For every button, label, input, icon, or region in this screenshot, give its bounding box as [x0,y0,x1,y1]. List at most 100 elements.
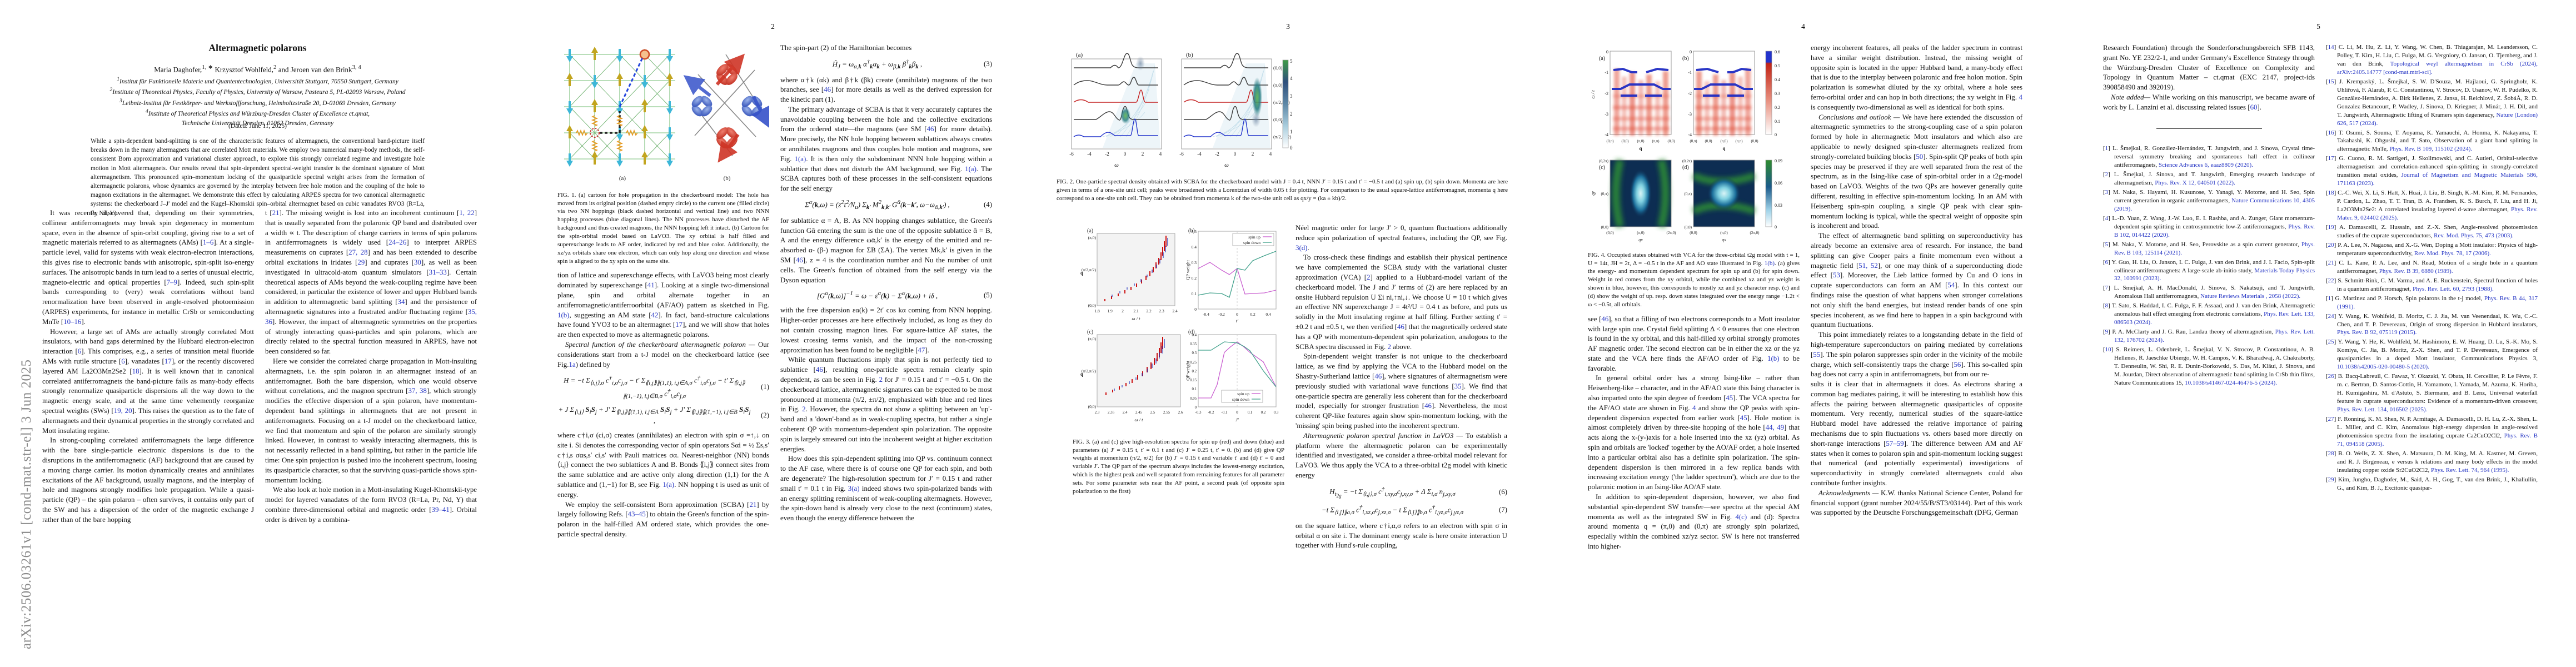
reference-link[interactable]: Topological weyl altermagnetism in CrSb … [2337,60,2538,76]
reference-link[interactable]: Phys. Rev. Lett. 133, 086503 (2024). [2114,311,2315,326]
reference-link[interactable]: Phys. Rev. B 109, 115102 (2024). [2389,146,2473,153]
figure-ref[interactable]: 1(b) [1764,260,1775,267]
citation[interactable]: 2 [1367,273,1371,281]
citation[interactable]: 51, 52 [1858,261,1878,270]
citation[interactable]: 6 [121,357,125,365]
citation[interactable]: 4 [2105,215,2109,222]
citation[interactable]: 1 [2328,295,2331,302]
citation[interactable]: 14 [2328,44,2334,51]
citation[interactable]: 35 [1454,382,1462,390]
citation[interactable]: 56 [1954,360,1961,369]
citation[interactable]: 45 [1726,394,1733,402]
citation[interactable]: 16 [2328,129,2334,136]
citation[interactable]: 46 [795,256,803,264]
citation[interactable]: 55 [1813,350,1821,359]
citation[interactable]: 47 [918,346,925,354]
citation[interactable]: 24 [2328,312,2334,320]
figure-ref[interactable]: 4(c) [1735,512,1747,521]
figure-ref[interactable]: 1(a) [662,480,675,489]
citation[interactable]: 24–26 [388,238,407,247]
citation[interactable]: 29 [357,258,365,266]
reference-link[interactable]: Phys. Rev. B 39, 6880 (1989). [2379,267,2453,275]
citation[interactable]: 46 [926,125,934,133]
citation[interactable]: 1 [2105,145,2109,152]
citation[interactable]: 21 [272,209,280,217]
citation[interactable]: 53 [1832,271,1840,280]
citation[interactable]: 45 [1740,414,1747,422]
figure-ref[interactable]: 2 [1387,342,1391,351]
citation[interactable]: 29 [2328,476,2334,483]
citation[interactable]: 18 [2328,190,2334,197]
citation[interactable]: 39–41 [431,505,450,514]
citation[interactable]: 46 [824,86,831,94]
figure-ref[interactable]: 2 [879,376,883,384]
figure-ref[interactable]: 1(b) [557,311,570,319]
citation[interactable]: 46 [1374,372,1382,380]
figure-ref[interactable]: 2 [802,405,806,414]
figure-ref[interactable]: 1(a) [965,165,976,173]
citation[interactable]: 35, 36 [265,307,477,326]
citation[interactable]: 50 [1916,152,1924,161]
citation[interactable]: 6 [2105,258,2109,266]
figure-ref[interactable]: 1(a) [794,155,806,163]
reference-link[interactable]: Journal of Magnetism and Magnetic Materi… [2337,172,2538,187]
citation[interactable]: 15 [2328,78,2334,85]
citation[interactable]: 46 [815,366,823,374]
citation[interactable]: 37, 38 [408,387,427,395]
citation[interactable]: 1, 22 [459,209,475,217]
citation[interactable]: 41 [647,281,655,290]
reference-link[interactable]: Nature Reviews Materials , 2058 (2022). [2200,293,2301,300]
citation[interactable]: 46 [1397,322,1404,331]
citation[interactable]: 31–33 [428,268,447,276]
citation[interactable]: 21 [2328,259,2334,266]
citation[interactable]: 46 [1424,402,1432,410]
figure-ref[interactable]: 3(a) [848,484,860,492]
citation[interactable]: 22 [2328,277,2334,284]
citation[interactable]: 60 [2250,103,2258,111]
citation[interactable]: 27, 28 [348,248,368,257]
citation[interactable]: 17 [2328,155,2334,162]
figure-ref[interactable]: 4 [2019,93,2022,101]
citation[interactable]: 27 [2328,415,2334,422]
citation[interactable]: 20 [2328,241,2334,248]
citation[interactable]: 5 [2105,241,2109,248]
citation[interactable]: 44, 49 [1765,424,1785,432]
citation[interactable]: 10–16 [63,317,82,326]
reference-link[interactable]: 10.1038/s42005-020-00480-5 (2020). [2337,364,2429,371]
reference-link[interactable]: Phys. Rev. B 71, 094518 (2005). [2337,432,2538,447]
reference-link[interactable]: Phys. Rev. B 44, 317 (1991). [2337,295,2538,310]
citation[interactable]: 57–59 [1886,439,1904,447]
reference-link[interactable]: Phys. Rev. X 12, 040501 (2022). [2155,179,2235,186]
reference-link[interactable]: Phys. Rev. Lett. 60, 2793 (1988). [2412,285,2494,292]
citation[interactable]: 7 [2105,285,2109,292]
reference-link[interactable]: Phys. Rev. B 103, 125114 (2021). [2114,241,2315,256]
citation[interactable]: 21 [749,500,757,509]
citation[interactable]: 9 [2105,328,2109,336]
reference-link[interactable]: Science Advances 6, eaaz8809 (2020). [2159,162,2253,169]
reference-link[interactable]: Rev. Mod. Phys. 75, 473 (2003). [2434,232,2514,239]
figure-ref[interactable]: 1(b) [1767,354,1780,362]
citation[interactable]: 30 [413,258,421,266]
citation[interactable]: 43–45 [627,510,646,519]
citation[interactable]: 26 [2328,373,2334,380]
citation[interactable]: 8 [2105,302,2109,310]
reference-link[interactable]: Phys. Rev. Lett. 134, 016502 (2025). [2337,406,2428,414]
citation[interactable]: 34 [397,298,405,306]
citation[interactable]: 1–6 [202,238,214,247]
citation[interactable]: 19 [2328,224,2334,231]
citation[interactable]: 2 [2105,171,2109,178]
citation[interactable]: 19, 20 [113,406,132,415]
reference-link[interactable]: Phys. Rev. B 102, 014422 (2020). [2114,223,2315,238]
citation[interactable]: 3 [2105,188,2109,196]
figure-ref[interactable]: 1a [569,360,576,369]
citation[interactable]: 6 [77,347,82,356]
citation[interactable]: 25 [2328,339,2334,346]
citation[interactable]: 18 [132,367,139,375]
reference-link[interactable]: Phys. Rev. Lett. 132, 176702 (2024). [2114,328,2315,344]
reference-link[interactable]: 10.1038/s41467-024-46476-5 (2024). [2185,379,2277,386]
reference-link[interactable]: Nature (London) 626, 517 (2024). [2337,111,2538,127]
reference-link[interactable]: Phys. Rev. B 92, 075119 (2015). [2337,329,2417,336]
citation[interactable]: 54 [1947,281,1955,290]
citation[interactable]: 46 [1601,315,1609,323]
citation[interactable]: 7–9 [166,278,177,286]
